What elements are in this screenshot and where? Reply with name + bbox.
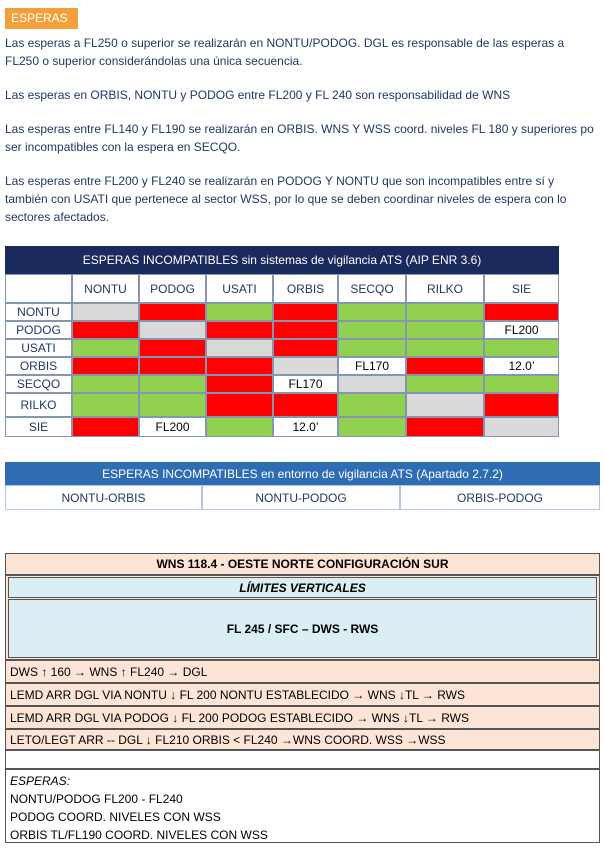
matrix-cell	[206, 321, 273, 339]
holds-title: ESPERAS:	[10, 774, 71, 788]
row-header: PODOG	[5, 321, 72, 339]
limits-heading: LÍMITES VERTICALES	[8, 577, 597, 598]
matrix-cell	[139, 339, 206, 357]
column-header: NONTU	[72, 274, 139, 303]
paragraph-line: Las esperas en ORBIS, NONTU y PODOG entr…	[5, 88, 511, 102]
matrix-cell	[406, 339, 484, 357]
hold-line: PODOG COORD. NIVELES CON WSS	[10, 810, 221, 824]
pair-cell: NONTU-PODOG	[202, 485, 400, 510]
column-header: PODOG	[139, 274, 206, 303]
column-header: USATI	[206, 274, 273, 303]
matrix-cell	[139, 357, 206, 375]
matrix-cell	[206, 417, 273, 437]
holds-box: ESPERAS: NONTU/PODOG FL200 - FL240 PODOG …	[5, 769, 600, 843]
matrix-cell	[273, 339, 338, 357]
matrix-cell	[338, 339, 406, 357]
matrix-cell	[72, 375, 139, 393]
matrix-cell	[484, 303, 559, 321]
matrix-cell	[139, 375, 206, 393]
paragraph-line: FL250 o superior considerándolas una úni…	[5, 54, 303, 68]
cell-text: 12.0’	[508, 359, 535, 373]
limits-value: FL 245 / SFC – DWS - RWS	[8, 599, 597, 658]
paragraph-line: Las esperas entre FL200 y FL240 se reali…	[5, 174, 555, 188]
cell-text: FL200	[155, 420, 190, 434]
matrix-cell	[406, 303, 484, 321]
matrix-cell	[139, 321, 206, 339]
route-row: LEMD ARR DGL VIA NONTU ↓ FL 200 NONTU ES…	[5, 683, 600, 706]
matrix-cell	[406, 357, 484, 375]
matrix-cell	[406, 375, 484, 393]
row-header: RILKO	[5, 393, 72, 417]
matrix-cell: FL200	[484, 321, 559, 339]
matrix-cell	[338, 393, 406, 417]
matrix-cell	[72, 321, 139, 339]
paragraph-line: Las esperas entre FL140 y FL190 se reali…	[5, 122, 594, 136]
matrix-cell	[338, 375, 406, 393]
matrix-cell	[206, 393, 273, 417]
matrix-cell	[484, 417, 559, 437]
matrix-cell	[72, 357, 139, 375]
route-row: LETO/LEGT ARR -- DGL ↓ FL210 ORBIS < FL2…	[5, 729, 600, 750]
paragraph-line: sectores afectados.	[5, 210, 110, 224]
matrix-cell	[406, 393, 484, 417]
matrix-cell	[72, 417, 139, 437]
table-title: ESPERAS INCOMPATIBLES sin sistemas de vi…	[5, 246, 559, 274]
paragraph-line: ser incompatibles con la espera en SECQO…	[5, 140, 241, 154]
matrix-cell	[139, 393, 206, 417]
column-header: SIE	[484, 274, 559, 303]
route-row: DWS ↑ 160 → WNS ↑ FL240 → DGL	[5, 660, 600, 683]
row-header: NONTU	[5, 303, 72, 321]
row-header: USATI	[5, 339, 72, 357]
hold-line: ORBIS TL/FL190 COORD. NIVELES CON WSS	[10, 828, 268, 842]
row-header: ORBIS	[5, 357, 72, 375]
matrix-cell	[406, 417, 484, 437]
matrix-cell	[338, 321, 406, 339]
blank-row	[5, 750, 600, 769]
holds-lines: NONTU/PODOG FL200 - FL240 PODOG COORD. NI…	[10, 790, 595, 842]
config-title: WNS 118.4 - OESTE NORTE CONFIGURACIÓN SU…	[5, 553, 600, 575]
matrix-cell: FL170	[338, 357, 406, 375]
matrix-cell	[406, 321, 484, 339]
matrix-cell: FL200	[139, 417, 206, 437]
matrix-cell	[72, 339, 139, 357]
column-header: ORBIS	[273, 274, 338, 303]
cell-text: FL170	[354, 359, 390, 373]
cell-text: FL170	[288, 377, 323, 391]
matrix-cell	[484, 375, 559, 393]
matrix-cell: 12.0’	[484, 357, 559, 375]
matrix-cell	[206, 339, 273, 357]
matrix-cell	[484, 393, 559, 417]
section-header: ESPERAS	[5, 8, 78, 29]
route-row: LEMD ARR DGL VIA PODOG ↓ FL 200 PODOG ES…	[5, 706, 600, 729]
column-header: RILKO	[406, 274, 484, 303]
matrix-cell	[338, 303, 406, 321]
column-header: SECQO	[338, 274, 406, 303]
cell-text: FL200	[504, 323, 539, 337]
pair-cell: ORBIS-PODOG	[400, 485, 600, 510]
matrix-cell	[273, 357, 338, 375]
paragraph-line: también con USATI que pertenece al secto…	[5, 192, 567, 206]
matrix-cell	[206, 357, 273, 375]
matrix-cell	[139, 303, 206, 321]
matrix-cell	[273, 393, 338, 417]
cell-text: 12.0’	[292, 420, 319, 434]
hold-line: NONTU/PODOG FL200 - FL240	[10, 792, 183, 806]
row-header: SECQO	[5, 375, 72, 393]
row-header: SIE	[5, 417, 72, 437]
matrix-cell	[273, 321, 338, 339]
matrix-cell	[72, 393, 139, 417]
matrix-cell	[338, 417, 406, 437]
matrix-cell: 12.0’	[273, 417, 338, 437]
matrix-cell	[484, 339, 559, 357]
matrix-cell	[273, 303, 338, 321]
corner-cell	[5, 274, 72, 303]
matrix-cell	[72, 303, 139, 321]
table-title: ESPERAS INCOMPATIBLES en entorno de vigi…	[5, 462, 600, 485]
matrix-cell	[206, 375, 273, 393]
pair-cell: NONTU-ORBIS	[5, 485, 202, 510]
matrix-cell	[206, 303, 273, 321]
paragraph-line: Las esperas a FL250 o superior se realiz…	[5, 36, 565, 50]
matrix-cell: FL170	[273, 375, 338, 393]
